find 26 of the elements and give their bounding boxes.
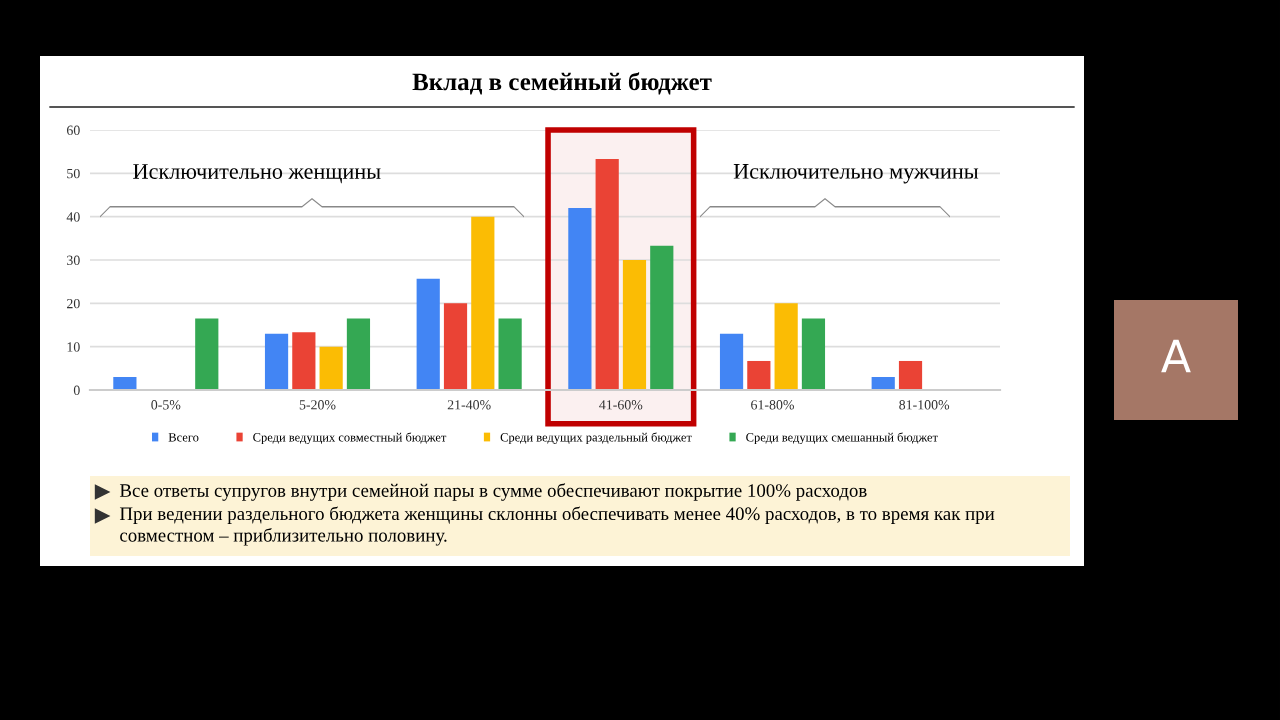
bar [871,377,895,390]
bar [719,333,744,390]
annotation: Исключительно женщины [133,164,381,184]
annotation: Исключительно мужчины [733,164,979,184]
bar [747,360,771,390]
bar [264,333,289,390]
bar [292,332,316,390]
bar [498,318,522,390]
chart-title: Вклад в семейный бюджет [412,72,712,95]
bar [319,346,343,390]
bar [650,245,674,390]
bar [898,360,923,390]
text: При ведении раздельного бюджета женщины склонны обеспечивать менее 40% расходов, в то время как при совместном – приблизительно половину. [119,506,995,546]
bar [595,159,619,390]
bar [774,303,798,390]
bar [568,208,592,390]
bar [113,377,137,390]
bar [443,303,468,390]
bar [416,278,440,390]
bar [801,318,826,390]
text: A [1161,339,1191,373]
bar [195,318,219,390]
text: Все ответы супругов внутри семейной пары в сумме обеспечивают покрытие 100% расходов [119,483,867,501]
bar [346,318,371,390]
bar [471,216,495,390]
bar [622,260,647,390]
